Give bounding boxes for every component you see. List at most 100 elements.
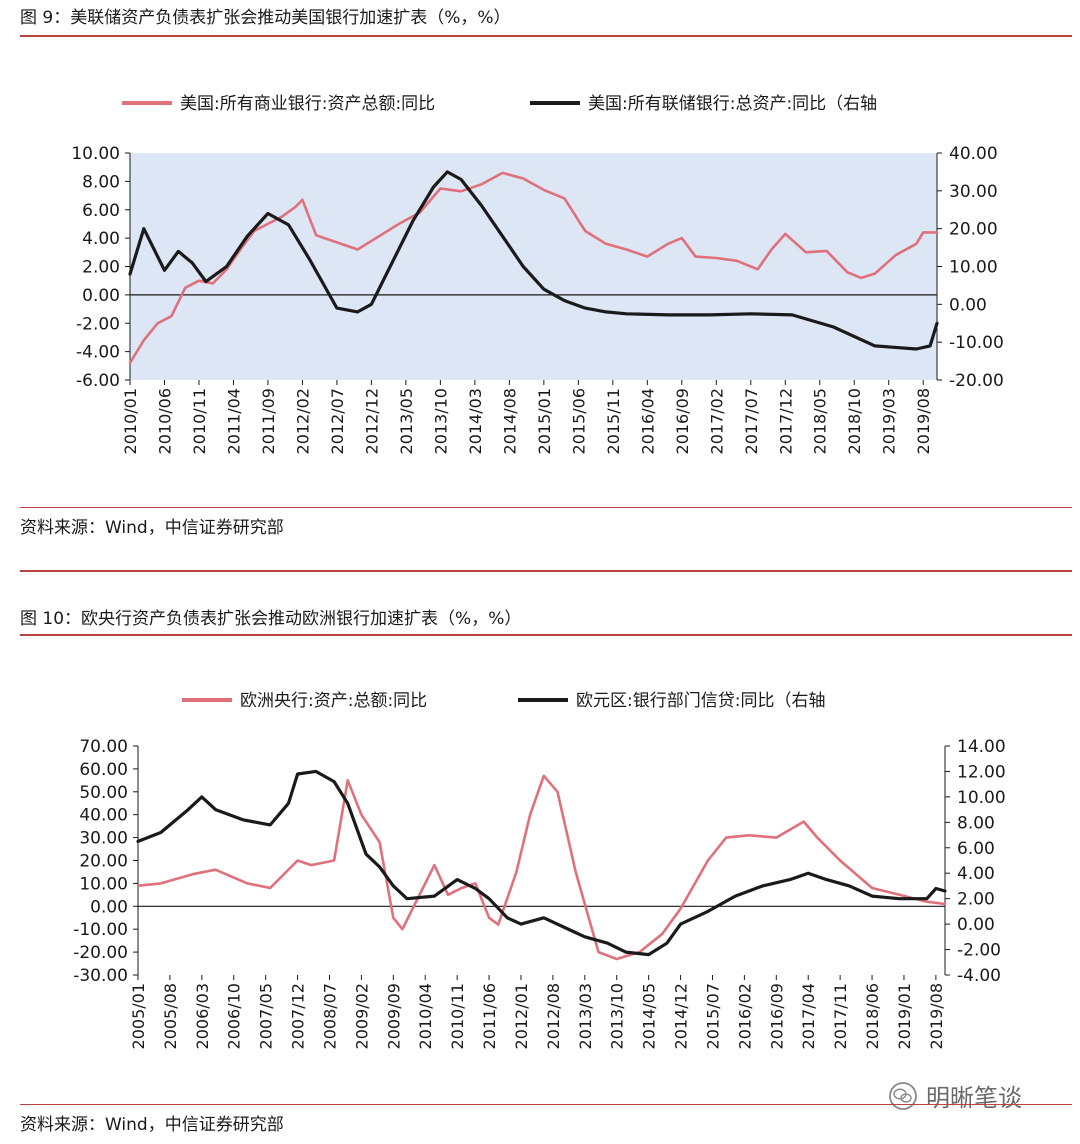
y2-tick-label: 20.00 <box>949 220 998 240</box>
y2-tick-label: 8.00 <box>957 813 995 833</box>
y-tick-label: 2.00 <box>82 258 120 278</box>
x-tick-label: 2016/09 <box>767 983 786 1049</box>
x-tick-label: 2008/07 <box>320 983 339 1049</box>
x-tick-label: 2017/07 <box>742 388 761 454</box>
y-tick-label: -30.00 <box>73 966 128 986</box>
y2-tick-label: 10.00 <box>949 258 998 278</box>
y-tick-label: 50.00 <box>79 783 128 803</box>
x-tick-label: 2015/11 <box>604 388 623 454</box>
x-tick-label: 2011/04 <box>224 388 243 454</box>
y-tick-label: 10.00 <box>71 144 120 164</box>
x-tick-label: 2019/01 <box>895 983 914 1049</box>
x-tick-label: 2010/06 <box>155 388 174 454</box>
x-tick-label: 2016/02 <box>735 983 754 1049</box>
x-tick-label: 2016/09 <box>673 388 692 454</box>
x-tick-label: 2019/08 <box>927 983 946 1049</box>
y-tick-label: 40.00 <box>79 806 128 826</box>
series-line-1 <box>136 769 947 957</box>
figure1-top-rule <box>20 35 1072 37</box>
x-tick-label: 2009/02 <box>352 983 371 1049</box>
x-tick-label: 2019/08 <box>914 388 933 454</box>
x-tick-label: 2012/02 <box>293 388 312 454</box>
legend-label-0: 欧洲央行:资产:总额:同比 <box>240 691 427 711</box>
x-tick-label: 2006/03 <box>193 983 212 1049</box>
x-tick-label: 2007/12 <box>289 983 308 1049</box>
x-tick-label: 2012/07 <box>328 388 347 454</box>
series-line-0 <box>128 171 939 365</box>
y2-tick-label: 0.00 <box>957 915 995 935</box>
x-tick-label: 2012/12 <box>362 388 381 454</box>
y-tick-label: 0.00 <box>82 286 120 306</box>
x-tick-label: 2012/08 <box>544 983 563 1049</box>
x-tick-label: 2006/10 <box>225 983 244 1049</box>
y-tick-label: 30.00 <box>79 829 128 849</box>
x-tick-label: 2009/09 <box>384 983 403 1049</box>
figure2-top-rule <box>20 634 1072 636</box>
x-tick-label: 2005/08 <box>161 983 180 1049</box>
x-tick-label: 2018/06 <box>863 983 882 1049</box>
figure1-title: 图 9：美联储资产负债表扩张会推动美国银行加速扩表（%，%） <box>20 8 511 28</box>
y2-tick-label: 30.00 <box>949 182 998 202</box>
legend-label-1: 欧元区:银行部门信贷:同比（右轴 <box>576 691 825 711</box>
watermark-text: 明晰笔谈 <box>926 1084 1022 1112</box>
y-tick-label: -4.00 <box>76 343 120 363</box>
x-tick-label: 2015/06 <box>569 388 588 454</box>
legend-label-1: 美国:所有联储银行:总资产:同比（右轴 <box>588 94 877 114</box>
x-tick-label: 2017/12 <box>776 388 795 454</box>
x-tick-label: 2013/05 <box>397 388 416 454</box>
y2-tick-label: 40.00 <box>949 144 998 164</box>
y-tick-label: -6.00 <box>76 371 120 391</box>
x-tick-label: 2015/01 <box>535 388 554 454</box>
y2-tick-label: 2.00 <box>957 890 995 910</box>
chart-euro-banks: 欧洲央行:资产:总额:同比 欧元区:银行部门信贷:同比（右轴 70.00 60.00 5… <box>73 691 1006 1049</box>
y-tick-label: 8.00 <box>82 172 120 192</box>
figure2-bottom-rule <box>20 1104 1072 1105</box>
figure2-source: 资料来源：Wind，中信证券研究部 <box>20 1115 284 1135</box>
figure2-title: 图 10：欧央行资产负债表扩张会推动欧洲银行加速扩表（%，%） <box>20 609 522 629</box>
x-tick-label: 2013/10 <box>608 983 627 1049</box>
x-tick-label: 2010/04 <box>416 983 435 1049</box>
x-tick-label: 2012/01 <box>512 983 531 1049</box>
y2-tick-label: 14.00 <box>957 737 1006 757</box>
x-tick-label: 2018/05 <box>811 388 830 454</box>
series-line-0 <box>136 774 947 961</box>
x-tick-label: 2014/12 <box>672 983 691 1049</box>
x-tick-label: 2013/10 <box>431 388 450 454</box>
x-tick-label: 2019/03 <box>880 388 899 454</box>
chart-us-banks: 美国:所有商业银行:资产总额:同比 美国:所有联储银行:总资产:同比（右轴 10.0… <box>71 94 1004 454</box>
y2-tick-label: 12.00 <box>957 762 1006 782</box>
separator-rule <box>20 570 1072 572</box>
x-tick-label: 2010/11 <box>448 983 467 1049</box>
wechat-icon <box>889 1081 917 1110</box>
x-tick-label: 2011/06 <box>480 983 499 1049</box>
y2-tick-label: -10.00 <box>949 333 1004 353</box>
x-tick-label: 2016/04 <box>638 388 657 454</box>
y2-tick-label: 4.00 <box>957 864 995 884</box>
y-tick-label: 4.00 <box>82 229 120 249</box>
y-tick-label: -20.00 <box>73 943 128 963</box>
y-tick-label: 0.00 <box>90 897 128 917</box>
x-tick-label: 2014/03 <box>466 388 485 454</box>
x-tick-label: 2017/11 <box>831 983 850 1049</box>
x-tick-label: 2005/01 <box>129 983 148 1049</box>
legend-label-0: 美国:所有商业银行:资产总额:同比 <box>180 94 435 114</box>
y2-tick-label: 0.00 <box>949 295 987 315</box>
plot-area <box>130 153 937 380</box>
watermark: 明晰笔谈 <box>888 1078 1022 1113</box>
x-tick-label: 2015/07 <box>703 983 722 1049</box>
x-tick-label: 2010/01 <box>121 388 140 454</box>
x-tick-label: 2014/05 <box>640 983 659 1049</box>
y-tick-label: 6.00 <box>82 201 120 221</box>
y-tick-label: 20.00 <box>79 852 128 872</box>
x-tick-label: 2014/08 <box>500 388 519 454</box>
x-tick-label: 2007/05 <box>257 983 276 1049</box>
x-tick-label: 2013/03 <box>576 983 595 1049</box>
y2-tick-label: -2.00 <box>957 941 1001 961</box>
figure1-bottom-rule <box>20 507 1072 508</box>
x-tick-label: 2011/09 <box>259 388 278 454</box>
figure1-source: 资料来源：Wind，中信证券研究部 <box>20 518 284 538</box>
y-tick-label: -2.00 <box>76 314 120 334</box>
y2-tick-label: -20.00 <box>949 371 1004 391</box>
y-tick-label: 10.00 <box>79 874 128 894</box>
y-tick-label: 60.00 <box>79 760 128 780</box>
